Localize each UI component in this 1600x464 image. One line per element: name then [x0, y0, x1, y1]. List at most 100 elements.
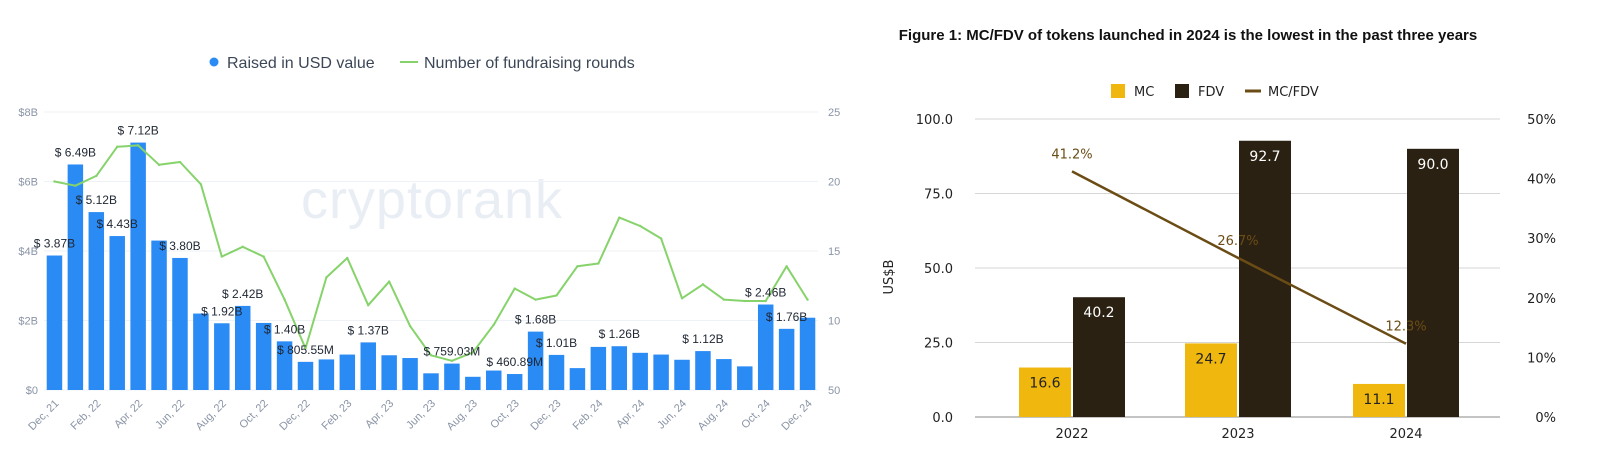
rounds-point	[387, 280, 391, 283]
rounds-point	[157, 163, 161, 167]
mc-fdv-chart: Figure 1: MC/FDV of tokens launched in 2…	[882, 27, 1556, 442]
y2-tick-label: 50	[828, 385, 840, 397]
x-tick-label: 2024	[1389, 427, 1422, 442]
y-tick-label: 0.0	[932, 411, 953, 426]
rounds-point	[367, 304, 370, 307]
bar-feb-22	[88, 212, 105, 390]
y2-tick-label: 100	[828, 316, 840, 328]
x-tick-label: Apr, 23	[363, 398, 396, 431]
x-tick-label: 2023	[1221, 427, 1254, 442]
rounds-point	[513, 287, 516, 290]
rounds-point	[429, 354, 433, 357]
data-label: $ 3.87B	[34, 237, 75, 251]
bar-dec-24	[799, 317, 816, 390]
y-tick-label: $2B	[18, 316, 38, 328]
x-tick-label: Aug, 22	[194, 398, 229, 433]
bar-nov-24	[778, 328, 795, 390]
data-label: $ 1.26B	[599, 327, 640, 341]
bar-dec-21	[46, 255, 63, 390]
bar-dec-23	[548, 354, 565, 390]
y2-tick-label: 20%	[1527, 292, 1556, 307]
bar-apr-24	[632, 352, 648, 390]
rounds-point	[722, 298, 726, 301]
x-tick-label: Dec, 22	[277, 398, 312, 433]
y-tick-label: 25.0	[924, 337, 953, 352]
left-y-axis-rounds: 50 100 150 200 250	[828, 107, 840, 397]
rounds-point	[325, 276, 328, 279]
rounds-point	[597, 262, 600, 265]
ratio-line	[1071, 170, 1407, 345]
left-legend: Raised in USD value Number of fundraisin…	[209, 55, 635, 72]
bar-sep-23	[486, 370, 502, 390]
rounds-point	[220, 255, 224, 258]
x-tick-label: Aug, 24	[696, 398, 731, 433]
y2-tick-label: 200	[828, 177, 840, 189]
rounds-point	[659, 237, 663, 240]
data-label-mc: 11.1	[1363, 392, 1394, 408]
rounds-point	[283, 298, 286, 301]
x-tick-label: Feb, 22	[69, 398, 104, 433]
bar-aug-22	[214, 323, 230, 390]
rounds-point	[95, 174, 98, 178]
y2-tick-label: 0%	[1535, 411, 1556, 426]
x-tick-label: Jun, 23	[404, 398, 438, 432]
data-label: $ 1.40B	[264, 322, 305, 336]
bar-mar-22	[109, 236, 125, 390]
y-tick-label: 100.0	[916, 113, 953, 128]
rounds-point	[136, 144, 140, 147]
bar-jun-23	[423, 373, 439, 390]
data-label: $ 1.68B	[515, 313, 556, 327]
data-label-mc: 16.6	[1029, 376, 1060, 392]
data-label: $ 1.37B	[348, 323, 389, 337]
usd-data-labels: $ 3.87B $ 6.49B $ 5.12B $ 4.43B $ 7.12B $ 3.8…	[34, 124, 808, 369]
y2-tick-label: 150	[828, 246, 840, 258]
legend-label-rounds: Number of fundraising rounds	[424, 55, 635, 72]
legend-label-fdv: FDV	[1198, 85, 1224, 100]
bar-sep-24	[737, 366, 753, 390]
bar-jan-22	[67, 164, 84, 390]
y-axis-title: US$B	[882, 260, 897, 295]
bar-jun-24	[674, 359, 690, 390]
y2-tick-label: 250	[828, 107, 840, 119]
data-label-ratio: 12.3%	[1385, 320, 1426, 335]
bar-mc-2022	[1019, 367, 1071, 417]
rounds-point	[576, 265, 579, 268]
x-tick-label: Apr, 24	[614, 398, 647, 431]
bar-mc-2024	[1353, 383, 1405, 417]
y-tick-label: 50.0	[924, 262, 953, 277]
bar-nov-22	[276, 341, 293, 390]
rounds-point	[618, 216, 621, 219]
bar-fdv-2022	[1073, 297, 1125, 417]
bar-aug-24	[716, 359, 732, 390]
data-label: $ 3.80B	[159, 239, 200, 253]
legend-label-usd: Raised in USD value	[227, 55, 375, 72]
y-tick-label: $6B	[18, 177, 38, 189]
bar-jan-23	[318, 359, 335, 390]
rounds-point	[199, 183, 203, 186]
data-label: $ 2.46B	[745, 286, 786, 300]
rounds-point	[492, 323, 495, 326]
bar-fdv-2024	[1407, 148, 1459, 418]
x-tick-label: Feb, 24	[571, 398, 606, 433]
rounds-point	[806, 298, 809, 301]
bar-mar-23	[360, 342, 376, 390]
bar-jun-22	[172, 257, 188, 390]
legend-swatch-fdv	[1175, 84, 1189, 98]
usd-bars	[46, 142, 816, 390]
data-label: $ 805.55M	[277, 343, 334, 357]
right-legend: MC FDV MC/FDV	[1111, 84, 1319, 100]
left-x-axis: Dec, 21 Feb, 22 Apr, 22 Jun, 22 Aug, 22 Oct, …	[26, 398, 814, 433]
y2-tick-label: 50%	[1527, 113, 1556, 128]
y2-tick-label: 40%	[1527, 173, 1556, 188]
data-label: $ 2.42B	[222, 287, 263, 301]
bar-mc-2023	[1185, 343, 1237, 417]
x-tick-label: Feb, 23	[320, 398, 355, 433]
data-label: $ 1.01B	[536, 336, 577, 350]
rounds-point	[764, 299, 767, 303]
watermark: cryptorank	[301, 170, 563, 230]
data-label: $ 1.76B	[766, 310, 807, 324]
bar-feb-24	[590, 346, 607, 390]
x-tick-label: 2022	[1055, 427, 1088, 442]
data-label-fdv: 90.0	[1417, 157, 1448, 173]
bar-oct-22	[255, 322, 272, 390]
